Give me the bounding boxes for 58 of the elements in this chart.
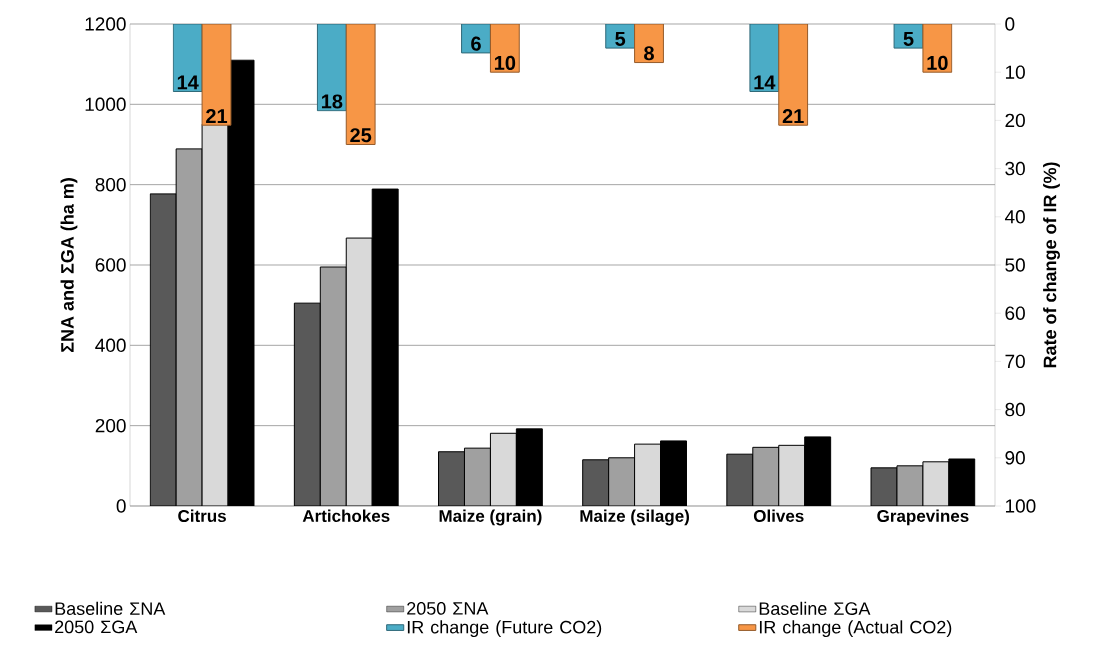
y2-tick-label: 10	[1005, 65, 1025, 79]
legend-label: Baseline ΣNA	[55, 601, 166, 615]
bar	[461, 24, 491, 54]
y-tick-label: 1200	[85, 17, 126, 31]
bar	[870, 467, 898, 506]
y-tick-label: 200	[95, 418, 126, 433]
bar	[749, 24, 780, 92]
y-tick-label: 800	[95, 177, 126, 192]
bar	[345, 237, 373, 506]
y-tick-label: 0	[116, 499, 126, 513]
y2-tick-label: 100	[1005, 499, 1036, 513]
data-label: 14	[754, 75, 776, 90]
y2-axis-title: Rate of change of IR (%)	[1043, 162, 1060, 368]
y-tick-label: 600	[95, 258, 126, 272]
x-tick-label: Olives	[753, 509, 804, 523]
y2-tick-label: 70	[1005, 354, 1025, 369]
data-label: 18	[321, 94, 343, 109]
y-tick-label: 400	[95, 338, 126, 353]
legend-label: 2050 ΣNA	[407, 602, 489, 615]
bar	[438, 451, 465, 506]
x-tick-label: Maize (silage)	[580, 509, 689, 526]
data-label: 10	[494, 55, 516, 70]
x-tick-label: Maize (grain)	[439, 509, 542, 526]
x-tick-label: Grapevines	[877, 509, 969, 526]
legend-label: 2050 ΣGA	[55, 620, 138, 634]
data-label: 8	[644, 46, 654, 61]
data-label: 6	[471, 36, 481, 51]
y2-tick-label: 50	[1005, 258, 1025, 272]
bar	[293, 302, 321, 506]
bar	[634, 443, 662, 506]
legend-label: Baseline ΣGA	[759, 601, 871, 615]
data-label: 5	[903, 31, 914, 46]
legend-label: IR change (Future CO2)	[407, 620, 602, 638]
bar	[582, 459, 610, 506]
x-tick-label: Citrus	[178, 509, 226, 523]
legend-label: IR change (Actual CO2)	[759, 620, 952, 638]
data-label: 14	[177, 75, 199, 90]
x-tick-label: Artichokes	[302, 509, 390, 523]
y-tick-label: 1000	[85, 97, 126, 112]
y2-tick-label: 80	[1005, 402, 1025, 417]
y2-tick-label: 30	[1005, 161, 1025, 176]
y2-tick-label: 0	[1005, 17, 1015, 31]
y-axis-title: ΣNA and ΣGA (ha m)	[60, 178, 78, 353]
bar	[489, 432, 517, 506]
y2-tick-label: 90	[1005, 451, 1025, 465]
bar	[922, 461, 950, 506]
y2-tick-label: 40	[1004, 210, 1025, 224]
bar	[778, 24, 809, 126]
data-label: 25	[350, 128, 372, 143]
data-label: 21	[782, 109, 804, 124]
bar	[778, 444, 806, 506]
bar	[316, 24, 347, 112]
data-label: 21	[206, 109, 228, 124]
data-label: 5	[615, 31, 626, 46]
bar	[149, 193, 177, 506]
y2-tick-label: 60	[1005, 306, 1025, 320]
data-label: 10	[927, 55, 948, 70]
y2-tick-label: 20	[1005, 113, 1025, 128]
